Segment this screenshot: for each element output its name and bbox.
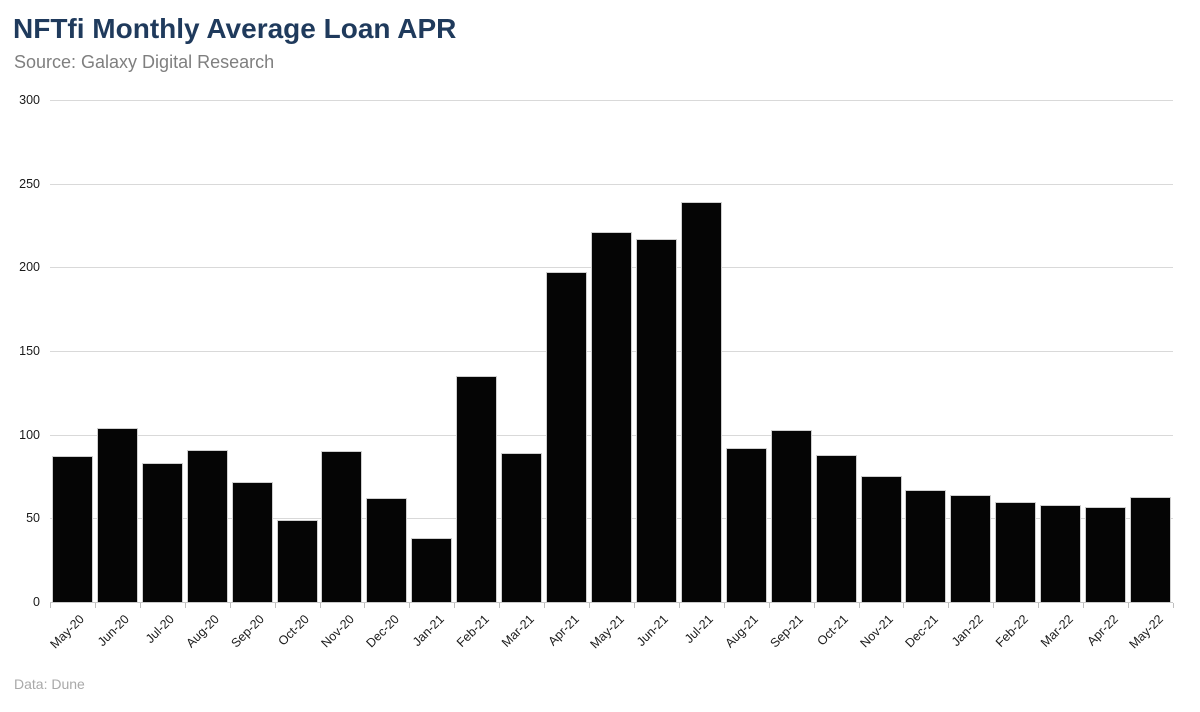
bar: [277, 520, 318, 602]
x-axis-tick-label: Jul-21: [682, 612, 717, 646]
y-axis-tick-label: 200: [19, 260, 40, 274]
x-axis-tick: [859, 603, 860, 608]
bar: [995, 502, 1036, 602]
y-axis-tick-label: 0: [33, 595, 40, 609]
bar: [1085, 507, 1126, 602]
x-axis-tick-label: Apr-21: [545, 612, 582, 649]
bar: [456, 376, 497, 602]
x-axis-tick-label: May-22: [1126, 612, 1166, 652]
x-axis-tick-label: Dec-21: [902, 612, 941, 651]
x-axis-tick-label: Dec-20: [363, 612, 402, 651]
chart-title: NFTfi Monthly Average Loan APR: [13, 13, 457, 44]
bar: [366, 498, 407, 602]
x-axis-tick-label: Mar-22: [1037, 612, 1076, 650]
x-axis-tick-label: Jan-22: [948, 612, 986, 649]
x-axis-tick: [50, 603, 51, 608]
x-axis-tick-label: Aug-21: [722, 612, 762, 651]
x-axis-tick: [499, 603, 500, 608]
bar: [411, 538, 452, 602]
x-axis-tick-label: Nov-21: [857, 612, 896, 651]
x-axis-tick-label: Jun-21: [634, 612, 672, 649]
x-axis-tick-label: May-20: [47, 612, 88, 652]
x-axis-tick-label: Oct-21: [814, 612, 851, 649]
bar: [546, 272, 587, 602]
x-axis-tick: [544, 603, 545, 608]
x-axis-tick: [903, 603, 904, 608]
x-axis-tick-label: Feb-21: [453, 612, 492, 650]
x-axis-tick-label: Jul-20: [143, 612, 178, 646]
bar: [726, 448, 767, 602]
bar: [232, 482, 273, 602]
x-axis-tick: [1083, 603, 1084, 608]
x-axis-tick: [185, 603, 186, 608]
x-axis-tick-label: Oct-20: [275, 612, 312, 649]
y-axis-tick-label: 150: [19, 344, 40, 358]
x-axis-tick-label: Sep-21: [767, 612, 807, 651]
x-axis-tick-label: Sep-20: [228, 612, 268, 651]
x-axis-tick: [1173, 603, 1174, 608]
bar: [321, 451, 362, 602]
x-axis-tick: [140, 603, 141, 608]
x-axis-tick: [320, 603, 321, 608]
y-axis-tick-label: 50: [26, 511, 40, 525]
x-axis-tick: [679, 603, 680, 608]
x-axis-tick-label: Apr-22: [1084, 612, 1121, 649]
x-axis-tick: [634, 603, 635, 608]
x-axis-tick: [409, 603, 410, 608]
x-axis-tick: [364, 603, 365, 608]
x-axis-tick: [454, 603, 455, 608]
bar: [816, 455, 857, 602]
bar: [681, 202, 722, 602]
x-axis-tick: [993, 603, 994, 608]
bar: [905, 490, 946, 602]
bar: [52, 456, 93, 602]
x-axis-tick-label: Mar-21: [498, 612, 537, 650]
x-axis-tick-label: Nov-20: [318, 612, 357, 651]
bar: [142, 463, 183, 602]
bar: [187, 450, 228, 602]
x-axis-tick: [1038, 603, 1039, 608]
x-axis-tick-label: Jan-21: [409, 612, 447, 649]
x-axis-tick: [724, 603, 725, 608]
bar: [636, 239, 677, 602]
bar: [771, 430, 812, 602]
x-axis-tick: [230, 603, 231, 608]
x-axis-tick-label: May-21: [587, 612, 627, 652]
x-axis-tick: [275, 603, 276, 608]
bar: [1130, 497, 1171, 602]
gridline: [50, 184, 1173, 185]
bar: [591, 232, 632, 602]
chart-source: Source: Galaxy Digital Research: [14, 52, 275, 72]
y-axis-tick-label: 100: [19, 428, 40, 442]
bar: [861, 476, 902, 602]
data-credit: Data: Dune: [14, 676, 85, 692]
gridline: [50, 100, 1173, 101]
x-axis-tick: [814, 603, 815, 608]
x-axis-tick: [589, 603, 590, 608]
x-axis-line: [50, 602, 1173, 603]
x-axis-tick-label: Aug-20: [183, 612, 223, 651]
x-axis-tick: [769, 603, 770, 608]
x-axis-tick: [948, 603, 949, 608]
x-axis-tick-label: Jun-20: [95, 612, 133, 649]
x-axis-tick: [1128, 603, 1129, 608]
x-axis-tick-label: Feb-22: [992, 612, 1031, 650]
x-axis-tick: [95, 603, 96, 608]
y-axis-tick-label: 300: [19, 93, 40, 107]
y-axis-tick-label: 250: [19, 177, 40, 191]
bar: [97, 428, 138, 602]
bar: [501, 453, 542, 602]
bar: [1040, 505, 1081, 602]
bar: [950, 495, 991, 602]
